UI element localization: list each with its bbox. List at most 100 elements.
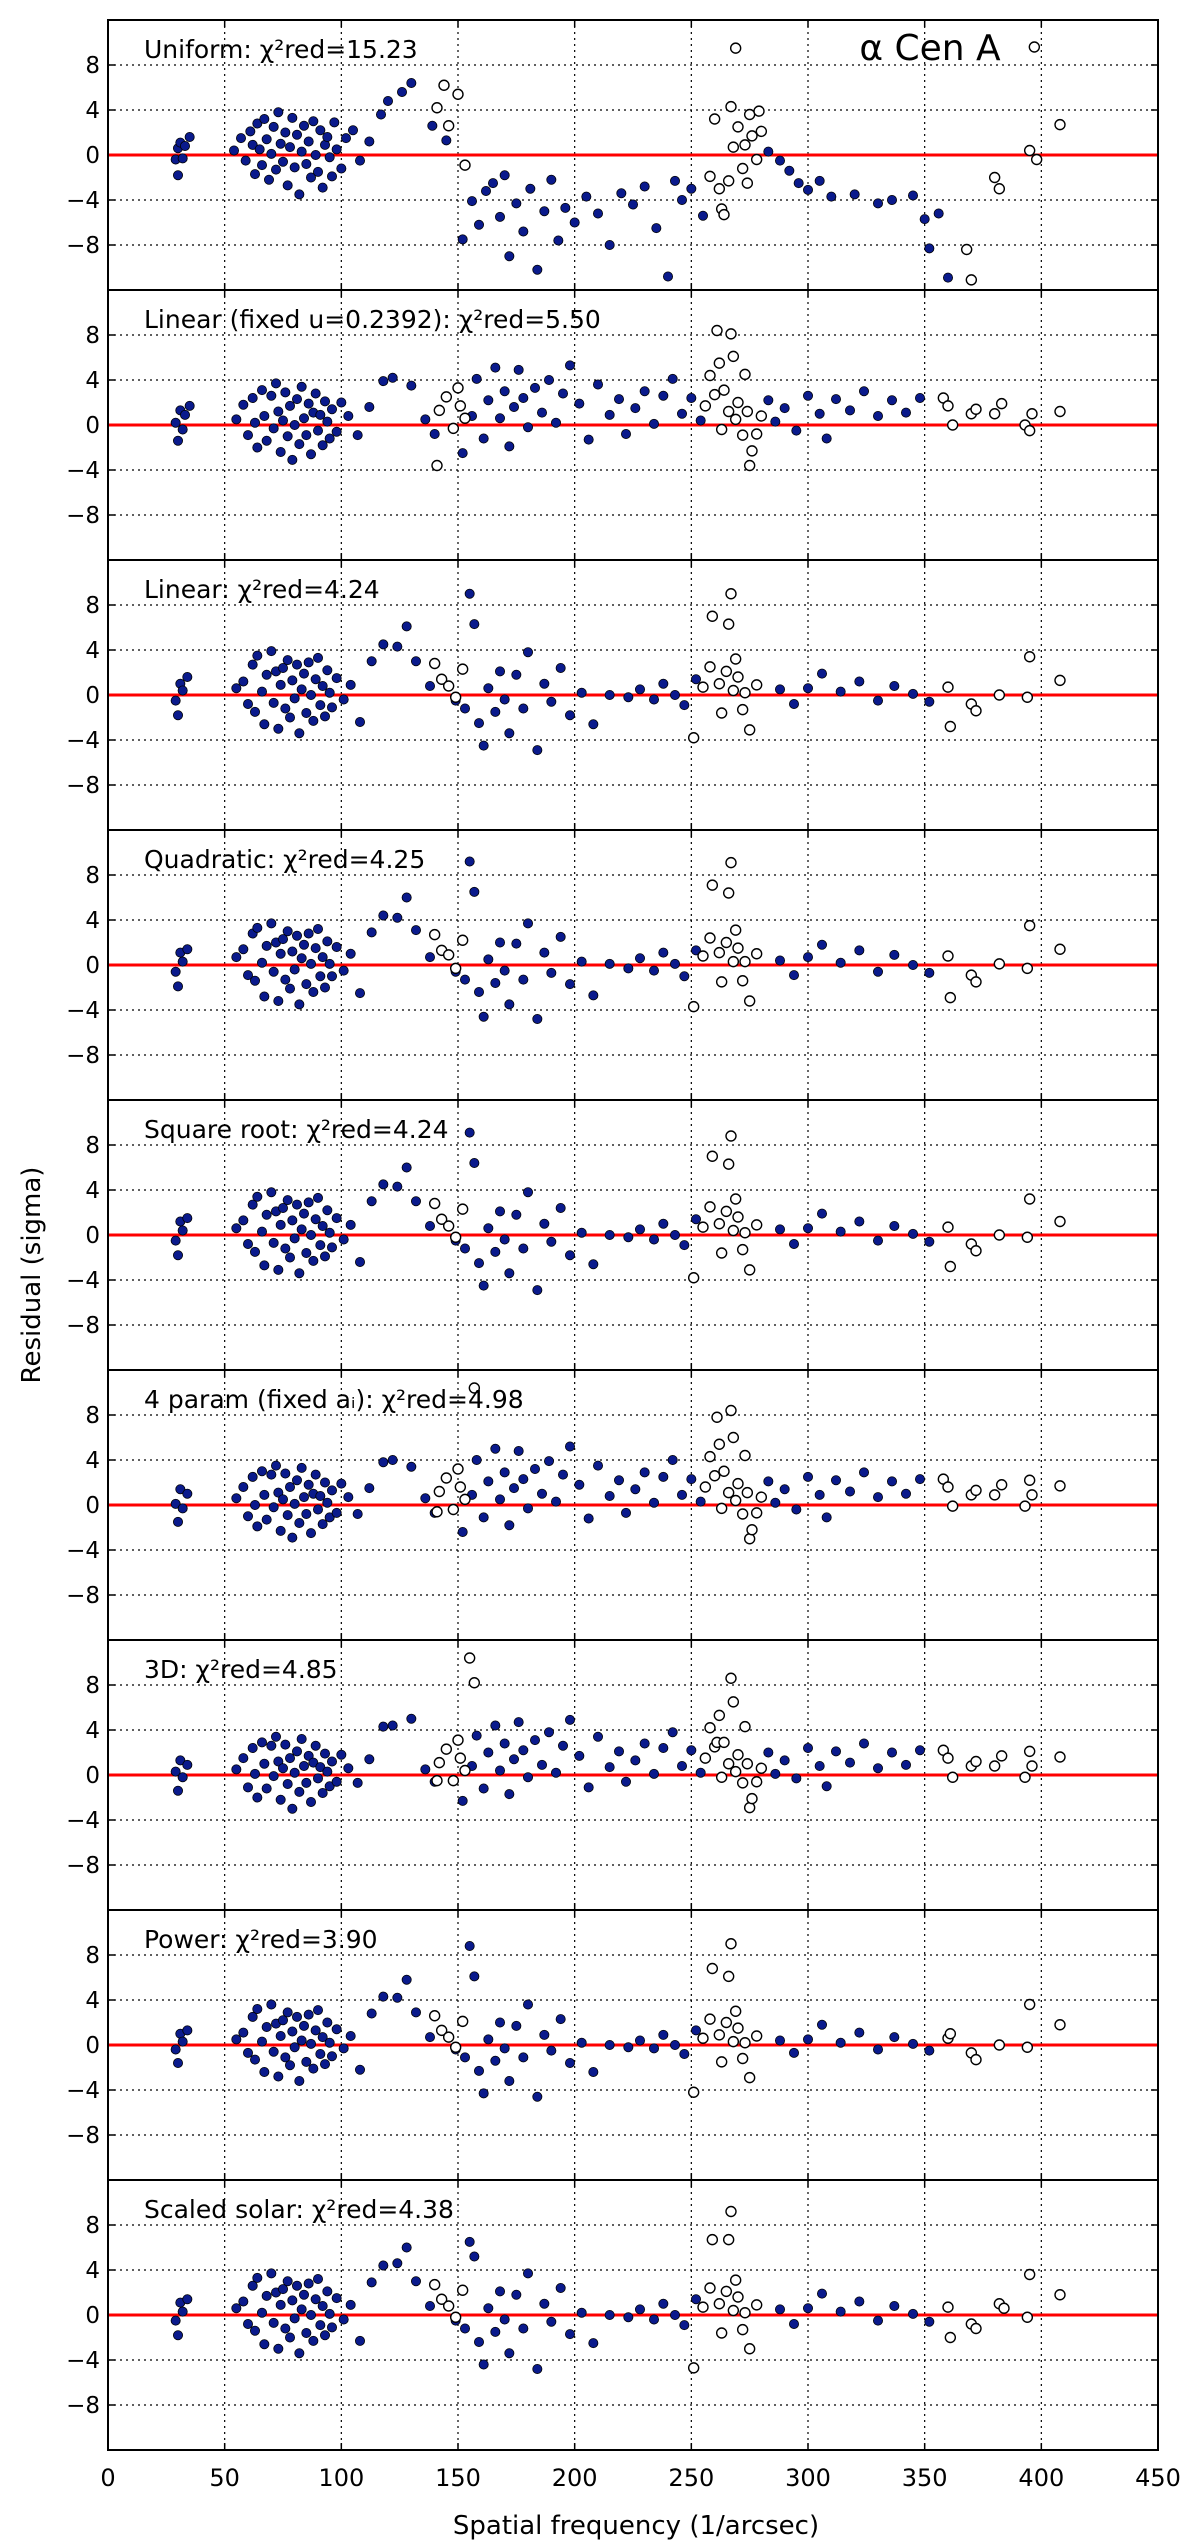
filled-data-point	[483, 395, 494, 406]
filled-data-point	[280, 703, 291, 714]
open-data-point	[725, 1938, 737, 1950]
filled-data-point	[873, 1235, 884, 1246]
filled-data-point	[263, 174, 274, 185]
filled-data-point	[177, 1772, 188, 1783]
filled-data-point	[312, 924, 323, 935]
filled-data-point	[621, 428, 632, 439]
open-data-point	[704, 2282, 716, 2294]
filled-data-point	[317, 952, 328, 963]
filled-data-point	[420, 1493, 431, 1504]
filled-data-point	[268, 423, 279, 434]
open-data-point	[713, 1438, 726, 1450]
filled-data-point	[366, 2008, 377, 2019]
filled-data-point	[249, 2325, 260, 2336]
open-data-point	[725, 2205, 737, 2218]
filled-data-point	[427, 120, 438, 131]
filled-data-point	[789, 699, 800, 710]
filled-data-point	[887, 1747, 898, 1758]
filled-data-point	[901, 1488, 912, 1499]
filled-data-point	[558, 1740, 569, 1751]
open-data-point	[722, 1758, 735, 1770]
filled-data-point	[378, 1991, 389, 2002]
filled-data-point	[908, 960, 919, 971]
filled-data-point	[469, 1158, 480, 1169]
filled-data-point	[924, 1236, 935, 1247]
y-tick-label: 4	[85, 1178, 100, 1204]
filled-data-point	[261, 2022, 272, 2033]
open-data-point	[750, 1776, 763, 1788]
filled-data-point	[366, 656, 377, 667]
open-data-point	[722, 1970, 735, 1983]
filled-data-point	[583, 1513, 594, 1524]
filled-data-point	[887, 395, 898, 406]
filled-data-point	[242, 1511, 253, 1522]
filled-data-point	[273, 723, 284, 734]
filled-data-point	[490, 2326, 501, 2337]
panel-3: 8 4 0 −4 −8 Linear: χ²red=4.24	[66, 559, 1159, 831]
filled-data-point	[483, 1476, 494, 1487]
filled-data-point	[803, 2303, 814, 2314]
filled-data-point	[604, 1491, 615, 1502]
filled-data-point	[378, 910, 389, 921]
y-tick-label: −8	[66, 2123, 100, 2149]
filled-data-point	[266, 918, 277, 929]
filled-data-point	[378, 639, 389, 650]
filled-data-point	[291, 930, 302, 941]
filled-data-point	[294, 1268, 305, 1279]
filled-data-point	[410, 2276, 421, 2287]
filled-data-point	[247, 1471, 258, 1482]
filled-data-point	[593, 379, 604, 390]
open-data-point	[452, 1734, 464, 1746]
open-data-point	[447, 1774, 460, 1787]
filled-data-point	[555, 663, 566, 674]
filled-data-point	[576, 2307, 587, 2318]
filled-data-point	[277, 156, 288, 167]
filled-data-point	[345, 2299, 356, 2310]
open-data-point	[944, 2331, 957, 2344]
filled-data-point	[658, 1471, 669, 1482]
filled-data-point	[569, 217, 580, 228]
filled-data-point	[336, 397, 347, 408]
filled-data-point	[513, 1446, 524, 1457]
filled-data-point	[291, 394, 302, 405]
filled-data-point	[889, 681, 900, 692]
filled-data-point	[378, 1721, 389, 1732]
filled-data-point	[312, 166, 323, 177]
filled-data-point	[343, 1492, 354, 1503]
filled-data-point	[770, 1768, 781, 1779]
filled-data-point	[291, 2280, 302, 2291]
filled-data-point	[256, 686, 267, 697]
filled-data-point	[319, 2059, 330, 2070]
open-data-point	[715, 423, 728, 436]
y-tick-label: 0	[85, 953, 100, 979]
open-data-point	[428, 2278, 441, 2291]
filled-data-point	[177, 685, 188, 696]
open-data-point	[993, 2039, 1006, 2051]
filled-data-point	[252, 922, 263, 933]
filled-data-point	[803, 683, 814, 694]
filled-data-point	[291, 129, 302, 140]
filled-data-point	[303, 136, 314, 147]
filled-data-point	[494, 1494, 505, 1505]
filled-data-point	[576, 2037, 587, 2048]
filled-data-point	[908, 190, 919, 201]
filled-data-point	[319, 711, 330, 722]
filled-data-point	[831, 1475, 842, 1486]
open-data-point	[449, 2311, 462, 2323]
filled-data-point	[574, 398, 585, 409]
filled-data-point	[523, 422, 534, 433]
filled-data-point	[238, 1215, 249, 1226]
filled-data-point	[494, 2286, 505, 2297]
filled-data-point	[249, 1768, 260, 1779]
filled-data-point	[364, 1754, 375, 1765]
y-tick-label: −4	[66, 188, 100, 214]
open-data-point	[965, 274, 978, 286]
filled-data-point	[494, 1765, 505, 1776]
filled-data-point	[574, 1750, 585, 1761]
open-data-point	[736, 1508, 749, 1520]
open-data-point	[713, 678, 726, 690]
filled-data-point	[303, 657, 314, 668]
open-data-point	[942, 2301, 954, 2313]
filled-data-point	[803, 390, 814, 401]
filled-data-point	[228, 145, 239, 156]
